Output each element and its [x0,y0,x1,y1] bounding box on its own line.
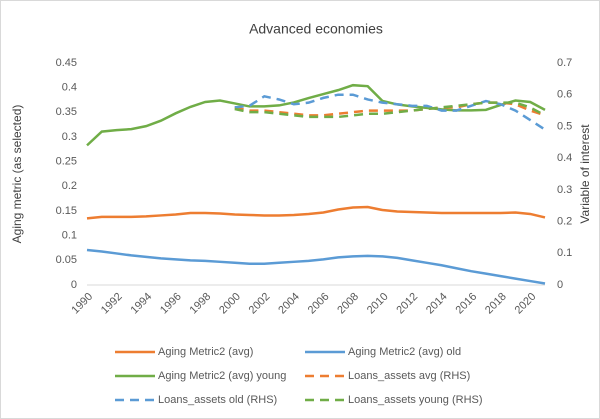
chart-title: Advanced economies [249,21,383,37]
series-line [86,205,546,220]
y2-tick-label: 0.5 [557,120,572,132]
legend-label: Loans_assets young (RHS) [348,394,483,406]
y-tick-label: 0.2 [62,180,77,192]
y2-tick-label: 0.1 [557,247,572,259]
y-tick-label: 0 [71,279,77,291]
y-tick-label: 0.05 [56,254,77,266]
y2-tick-label: 0.2 [557,215,572,227]
y2-tick-label: 0.4 [557,152,572,164]
y2-tick-label: 0.3 [557,184,572,196]
series-line [234,101,546,119]
legend-label: Loans_assets old (RHS) [158,394,277,406]
y-tick-label: 0.1 [62,230,77,242]
y2-tick-label: 0.7 [557,57,572,69]
y-tick-label: 0.3 [62,131,77,143]
y-tick-label: 0.35 [56,106,77,118]
series-line [86,248,546,285]
y-tick-label: 0.4 [62,82,77,94]
legend-label: Loans_assets avg (RHS) [348,370,470,382]
y2-axis-title: Variable of interest [578,124,592,224]
y-axis-title: Aging metric (as selected) [10,105,24,244]
legend-label: Aging Metric2 (avg) old [348,346,461,358]
y2-tick-label: 0 [557,279,563,291]
legend-label: Aging Metric2 (avg) young [158,370,286,382]
series-line [86,83,546,147]
legend-label: Aging Metric2 (avg) [158,346,253,358]
y2-tick-label: 0.6 [557,89,572,101]
y-tick-label: 0.15 [56,205,77,217]
y-tick-label: 0.25 [56,156,77,168]
y-tick-label: 0.45 [56,57,77,69]
